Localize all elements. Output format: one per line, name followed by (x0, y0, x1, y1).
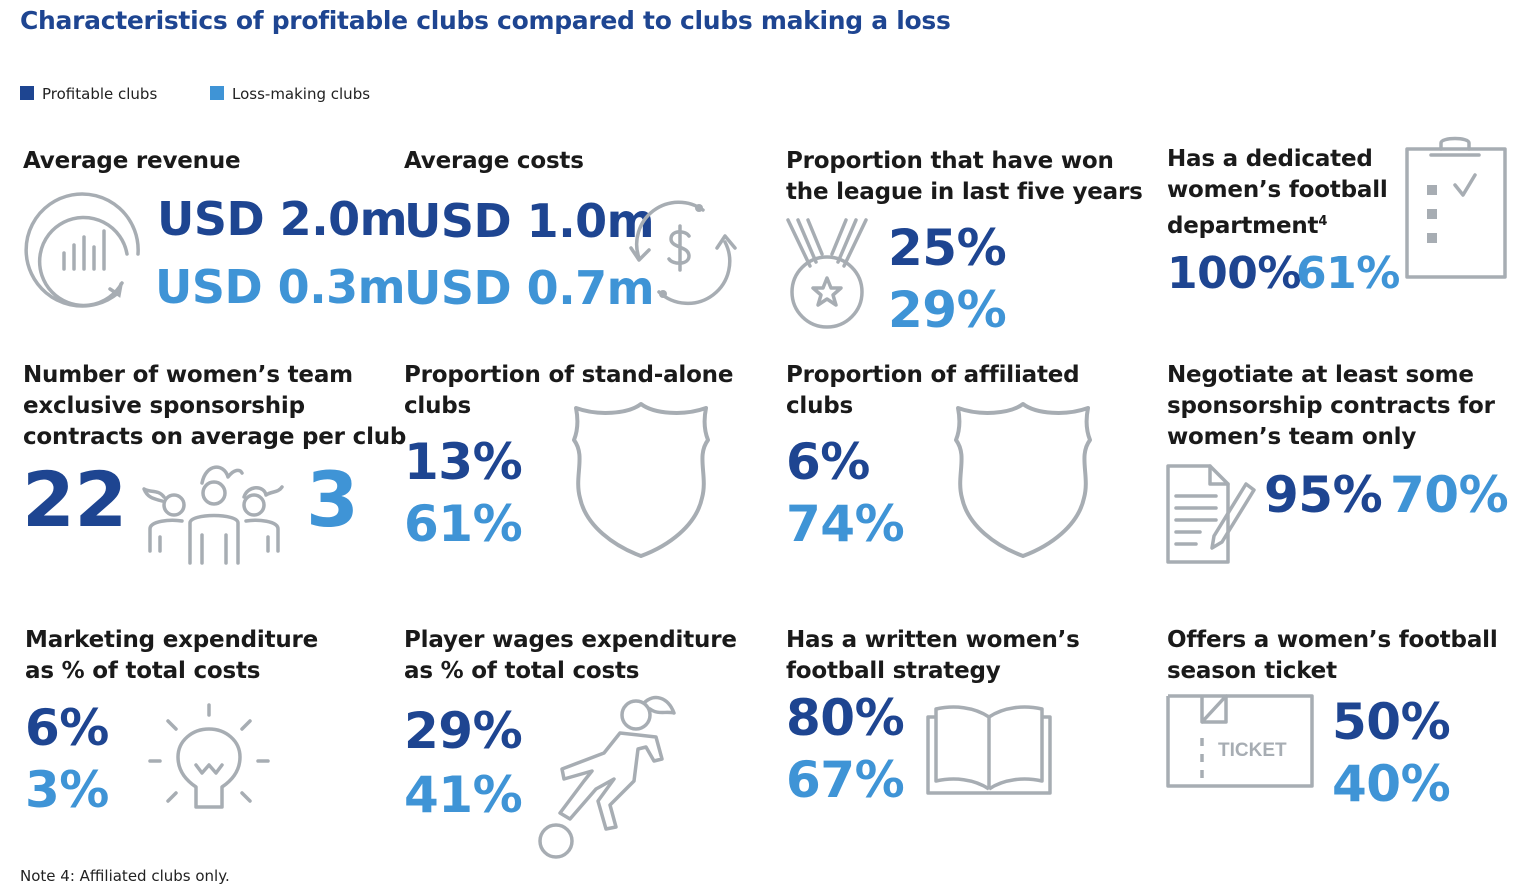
dedicated-dept-label: Has a dedicated women’s football departm… (1167, 144, 1388, 242)
legend-label-profitable: Profitable clubs (42, 85, 158, 103)
won-league-label: Proportion that have won the league in l… (786, 146, 1143, 208)
shield-icon (954, 400, 1092, 560)
negotiate-label-line1: Negotiate at least some (1167, 362, 1474, 388)
shield-icon (572, 400, 710, 560)
dedicated-dept-label-line3: department (1167, 213, 1319, 239)
strategy-label-line2: football strategy (786, 658, 1001, 684)
strategy-loss: 67% (786, 751, 905, 809)
wages-loss: 41% (404, 766, 523, 824)
strategy-label-line1: Has a written women’s (786, 627, 1080, 653)
sponsorship-count-label-line3: contracts on average per club (23, 424, 407, 450)
affiliated-label: Proportion of affiliated clubs (786, 360, 1080, 422)
avg-revenue-loss: USD 0.3m (155, 260, 406, 314)
standalone-label-line1: Proportion of stand-alone (404, 362, 734, 388)
strategy-profitable: 80% (786, 689, 905, 747)
marketing-profitable: 6% (25, 699, 109, 757)
negotiate-label: Negotiate at least some sponsorship cont… (1167, 360, 1495, 453)
won-league-loss: 29% (888, 281, 1007, 339)
legend-item-loss-making: Loss-making clubs (210, 85, 370, 103)
clipboard-checklist-icon (1405, 135, 1509, 281)
sponsorship-count-label-line2: exclusive sponsorship (23, 393, 305, 419)
contract-pen-icon (1166, 464, 1258, 566)
dedicated-dept-label-line2: women’s football (1167, 177, 1388, 203)
standalone-label: Proportion of stand-alone clubs (404, 360, 733, 422)
wages-label: Player wages expenditure as % of total c… (404, 625, 737, 687)
season-ticket-label: Offers a women’s football season ticket (1167, 625, 1498, 687)
standalone-profitable: 13% (404, 433, 523, 491)
affiliated-profitable: 6% (786, 433, 870, 491)
ticket-icon: TICKET (1166, 694, 1314, 788)
dedicated-dept-label-line3-row: department4 (1167, 206, 1388, 242)
won-league-label-line1: Proportion that have won (786, 148, 1114, 174)
standalone-label-line2: clubs (404, 393, 472, 419)
sponsorship-count-profitable: 22 (22, 455, 127, 544)
bar-chart-circle-icon (22, 193, 144, 315)
avg-costs-loss: USD 0.7m (404, 261, 655, 315)
affiliated-label-line1: Proportion of affiliated (786, 362, 1080, 388)
dollar-cycle-icon (625, 200, 740, 300)
legend-swatch-loss-making (210, 86, 224, 100)
marketing-loss: 3% (25, 761, 109, 819)
wages-profitable: 29% (404, 702, 523, 760)
footballer-icon (534, 693, 684, 861)
avg-revenue-label: Average revenue (23, 148, 241, 174)
season-ticket-label-line1: Offers a women’s football (1167, 627, 1498, 653)
sponsorship-count-label-line1: Number of women’s team (23, 362, 353, 388)
footnote-ref: 4 (1318, 214, 1328, 229)
marketing-label: Marketing expenditure as % of total cost… (25, 625, 318, 687)
season-ticket-profitable: 50% (1332, 693, 1451, 751)
lightbulb-icon (148, 703, 270, 811)
sponsorship-count-label: Number of women’s team exclusive sponsor… (23, 360, 406, 453)
standalone-loss: 61% (404, 495, 523, 553)
won-league-profitable: 25% (888, 219, 1007, 277)
dedicated-dept-loss: 61% (1296, 248, 1400, 299)
legend-item-profitable: Profitable clubs (20, 85, 157, 103)
avg-revenue-profitable: USD 2.0m (157, 192, 408, 246)
negotiate-label-line3: women’s team only (1167, 424, 1417, 450)
won-league-label-line2: the league in last five years (786, 179, 1143, 205)
affiliated-loss: 74% (786, 495, 905, 553)
negotiate-profitable: 95% (1264, 466, 1383, 524)
wages-label-line2: as % of total costs (404, 658, 640, 684)
marketing-label-line2: as % of total costs (25, 658, 261, 684)
negotiate-loss: 70% (1390, 466, 1509, 524)
medal-icon (786, 218, 868, 330)
dedicated-dept-profitable: 100% (1167, 248, 1301, 299)
dedicated-dept-label-line1: Has a dedicated (1167, 146, 1373, 172)
legend-swatch-profitable (20, 86, 34, 100)
affiliated-label-line2: clubs (786, 393, 854, 419)
avg-costs-profitable: USD 1.0m (404, 194, 655, 248)
season-ticket-loss: 40% (1332, 755, 1451, 813)
open-book-icon (926, 703, 1052, 795)
legend-label-loss-making: Loss-making clubs (232, 85, 371, 103)
ticket-text: TICKET (1218, 740, 1287, 761)
team-group-icon (140, 455, 288, 565)
negotiate-label-line2: sponsorship contracts for (1167, 393, 1495, 419)
marketing-label-line1: Marketing expenditure (25, 627, 319, 653)
strategy-label: Has a written women’s football strategy (786, 625, 1080, 687)
page-title: Characteristics of profitable clubs comp… (20, 6, 951, 35)
footnote: Note 4: Affiliated clubs only. (20, 867, 230, 885)
sponsorship-count-loss: 3 (306, 455, 359, 544)
season-ticket-label-line2: season ticket (1167, 658, 1337, 684)
avg-costs-label: Average costs (404, 148, 584, 174)
wages-label-line1: Player wages expenditure (404, 627, 737, 653)
